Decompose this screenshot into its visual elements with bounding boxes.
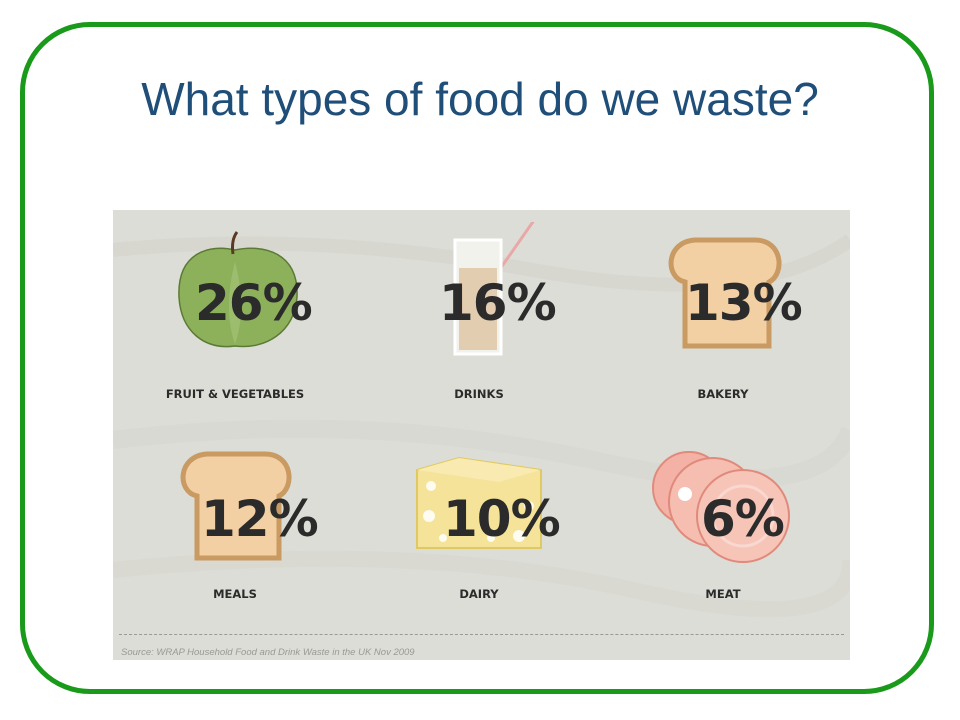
slide-title: What types of food do we waste? <box>141 73 819 125</box>
dairy-item: 10% DAIRY <box>359 438 599 638</box>
cheese-icon <box>416 456 542 549</box>
food-waste-infographic: 26% FRUIT & VEGETABLES 16% DRINKS 13% BA… <box>113 210 850 660</box>
category-label: DRINKS <box>454 387 504 401</box>
category-label: BAKERY <box>697 387 749 401</box>
source-divider <box>119 634 844 635</box>
category-label: MEALS <box>213 587 257 601</box>
category-label: MEAT <box>705 587 741 601</box>
bread-icon <box>668 237 782 349</box>
source-note: Source: WRAP Household Food and Drink Wa… <box>121 647 415 658</box>
percent-value: 16% <box>439 274 557 332</box>
meat-item: 6% MEAT <box>603 438 843 638</box>
drinks-item: 16% DRINKS <box>359 222 599 422</box>
meals-item: 12% MEALS <box>115 438 355 638</box>
fruit-vegetables-item: 26% FRUIT & VEGETABLES <box>115 222 355 422</box>
percent-value: 6% <box>701 490 785 548</box>
slide-border <box>20 22 934 694</box>
percent-value: 13% <box>685 274 803 332</box>
category-label: FRUIT & VEGETABLES <box>165 387 305 401</box>
percent-value: 26% <box>195 274 313 332</box>
ham-slices-icon <box>652 451 790 563</box>
bakery-item: 13% BAKERY <box>603 222 843 422</box>
percent-value: 10% <box>443 490 561 548</box>
category-label: DAIRY <box>459 587 499 601</box>
apple-icon <box>178 231 298 348</box>
percent-value: 12% <box>201 490 319 548</box>
glass-icon <box>453 222 535 356</box>
bread-icon <box>180 451 292 561</box>
